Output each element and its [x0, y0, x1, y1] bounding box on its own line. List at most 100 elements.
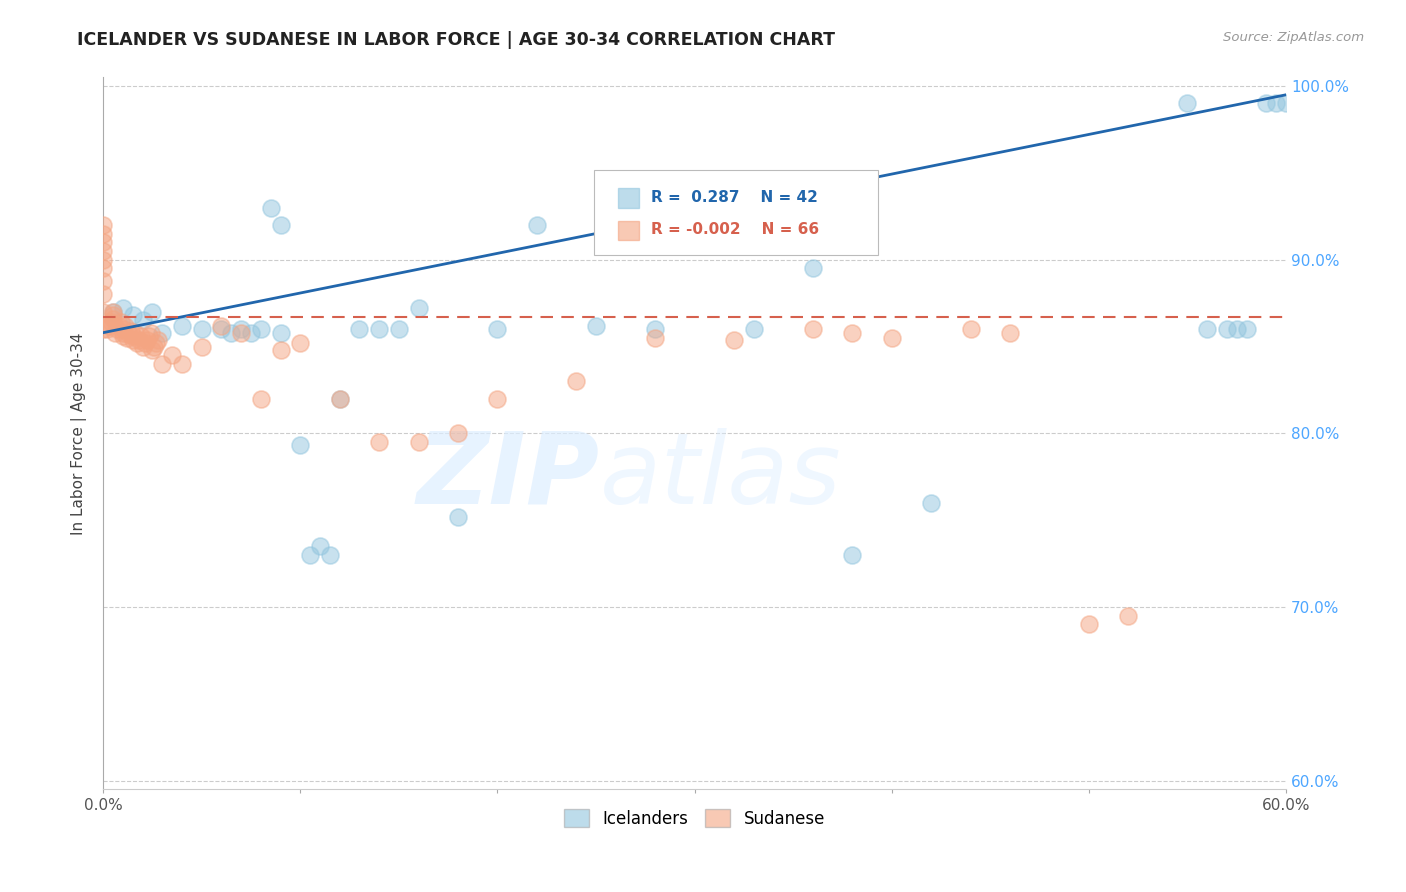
Point — [150, 357, 173, 371]
Point — [91, 305, 114, 319]
Point — [145, 336, 167, 351]
Point — [841, 326, 863, 340]
Text: ICELANDER VS SUDANESE IN LABOR FORCE | AGE 30-34 CORRELATION CHART: ICELANDER VS SUDANESE IN LABOR FORCE | A… — [77, 31, 835, 49]
Text: R =  0.287    N = 42: R = 0.287 N = 42 — [651, 189, 818, 204]
Point — [111, 322, 134, 336]
Point — [644, 322, 666, 336]
Point — [270, 218, 292, 232]
Point — [211, 322, 233, 336]
Point — [98, 318, 121, 333]
Point — [108, 318, 131, 333]
Point — [114, 318, 136, 333]
Point — [841, 548, 863, 562]
Point — [91, 261, 114, 276]
Point — [270, 326, 292, 340]
Point — [111, 301, 134, 316]
Point — [801, 322, 824, 336]
Point — [104, 326, 127, 340]
Point — [1226, 322, 1249, 336]
Point — [91, 218, 114, 232]
Point — [998, 326, 1021, 340]
Point — [101, 305, 124, 319]
Point — [231, 326, 253, 340]
Point — [329, 392, 352, 406]
Point — [115, 331, 138, 345]
Point — [121, 333, 143, 347]
Point — [96, 322, 118, 336]
Point — [250, 392, 273, 406]
Point — [447, 509, 470, 524]
Y-axis label: In Labor Force | Age 30-34: In Labor Force | Age 30-34 — [72, 332, 87, 534]
Point — [1177, 96, 1199, 111]
Point — [135, 333, 157, 347]
Point — [160, 348, 183, 362]
Point — [101, 308, 124, 322]
Point — [221, 326, 243, 340]
Point — [170, 357, 193, 371]
Point — [329, 392, 352, 406]
Point — [91, 252, 114, 267]
FancyBboxPatch shape — [595, 170, 877, 255]
Point — [91, 227, 114, 241]
Point — [138, 329, 160, 343]
Point — [111, 329, 134, 343]
Point — [1077, 617, 1099, 632]
Point — [1265, 96, 1288, 111]
Point — [447, 426, 470, 441]
Point — [111, 326, 134, 340]
Point — [250, 322, 273, 336]
Point — [349, 322, 371, 336]
Point — [141, 305, 163, 319]
Point — [191, 339, 214, 353]
Point — [526, 218, 548, 232]
Text: R = -0.002    N = 66: R = -0.002 N = 66 — [651, 221, 818, 236]
Point — [1197, 322, 1219, 336]
Point — [585, 318, 607, 333]
Point — [134, 336, 156, 351]
Point — [91, 287, 114, 301]
Point — [309, 539, 332, 553]
Point — [211, 318, 233, 333]
Point — [129, 329, 152, 343]
Point — [368, 322, 391, 336]
Point — [121, 329, 143, 343]
Point — [118, 327, 141, 342]
Point — [141, 343, 163, 357]
Point — [101, 311, 124, 326]
Point — [920, 496, 942, 510]
Point — [231, 322, 253, 336]
Point — [486, 322, 509, 336]
Point — [565, 374, 588, 388]
Point — [486, 392, 509, 406]
Point — [801, 261, 824, 276]
Text: atlas: atlas — [600, 427, 842, 524]
Point — [290, 336, 312, 351]
Point — [125, 336, 148, 351]
Point — [124, 326, 146, 340]
Point — [368, 435, 391, 450]
Point — [388, 322, 411, 336]
Point — [91, 322, 114, 336]
Point — [131, 339, 153, 353]
Point — [101, 305, 124, 319]
Point — [408, 301, 430, 316]
Point — [91, 244, 114, 258]
Bar — [617, 220, 638, 240]
Point — [644, 331, 666, 345]
Point — [100, 315, 122, 329]
Point — [131, 313, 153, 327]
Point — [742, 322, 765, 336]
Point — [299, 548, 322, 562]
Point — [723, 333, 745, 347]
Point — [139, 326, 162, 340]
Point — [91, 274, 114, 288]
Bar — [617, 188, 638, 208]
Point — [1236, 322, 1258, 336]
Point — [170, 318, 193, 333]
Point — [880, 331, 903, 345]
Point — [270, 343, 292, 357]
Text: ZIP: ZIP — [418, 427, 600, 524]
Point — [260, 201, 283, 215]
Point — [128, 333, 150, 347]
Point — [408, 435, 430, 450]
